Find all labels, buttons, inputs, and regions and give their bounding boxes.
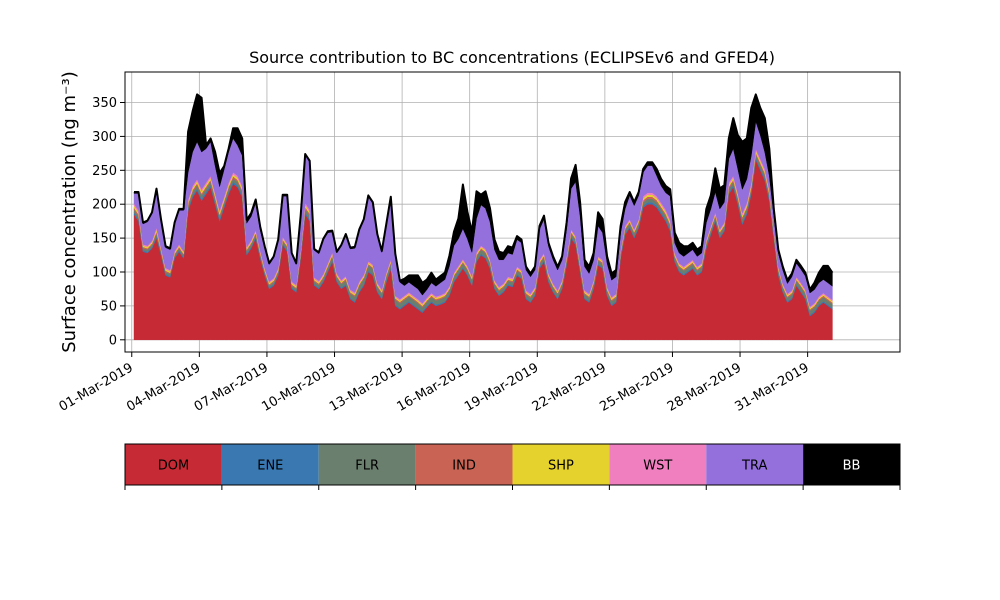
y-tick-label: 100: [92, 266, 117, 281]
y-tick-label: 300: [92, 130, 117, 145]
colorbar-legend: DOM ENE FLR IND SHP WST TRA BB: [124, 443, 901, 490]
x-tick-label: 19-Mar-2019: [462, 360, 541, 414]
legend-swatch-tra: [706, 444, 804, 485]
x-tick-label: 04-Mar-2019: [124, 360, 203, 414]
y-tick-label: 350: [92, 96, 117, 111]
legend-label-ind: IND: [452, 459, 476, 474]
y-axis-ticks: 0 50 100 150 200 250 300 350: [92, 96, 125, 348]
x-tick-label: 10-Mar-2019: [259, 360, 338, 414]
legend-swatch-wst: [609, 444, 707, 485]
legend-label-shp: SHP: [548, 459, 574, 474]
x-tick-label: 22-Mar-2019: [530, 360, 609, 414]
y-tick-label: 0: [109, 333, 117, 348]
y-tick-label: 50: [100, 299, 117, 314]
stacked-areas: [133, 93, 833, 341]
x-tick-label: 01-Mar-2019: [57, 360, 136, 414]
legend-swatch-shp: [512, 444, 610, 485]
x-tick-label: 16-Mar-2019: [395, 360, 474, 414]
legend-swatch-dom: [125, 444, 222, 485]
x-tick-label: 28-Mar-2019: [665, 360, 744, 414]
legend-swatch-ind: [415, 444, 513, 485]
x-axis-ticks: 01-Mar-201904-Mar-201907-Mar-201910-Mar-…: [57, 352, 812, 415]
legend-label-ene: ENE: [257, 459, 283, 474]
total-line: [134, 93, 834, 291]
legend-label-dom: DOM: [158, 459, 189, 474]
x-tick-label: 25-Mar-2019: [597, 360, 676, 414]
legend-label-flr: FLR: [355, 459, 379, 474]
legend-swatch-bb: [803, 444, 900, 485]
total-outline: [134, 93, 834, 291]
plot-frame: [124, 71, 901, 353]
y-tick-label: 150: [92, 232, 117, 247]
y-tick-label: 250: [92, 164, 117, 179]
y-tick-label: 200: [92, 198, 117, 213]
y-axis-label: Surface concentration (ng m⁻³): [59, 71, 80, 353]
legend-label-bb: BB: [843, 459, 861, 474]
legend-label-tra: TRA: [741, 459, 767, 474]
chart-title: Source contribution to BC concentrations…: [249, 48, 775, 67]
legend-label-wst: WST: [643, 459, 672, 474]
x-tick-label: 31-Mar-2019: [732, 360, 811, 414]
x-tick-label: 07-Mar-2019: [192, 360, 271, 414]
legend-swatch-ene: [221, 444, 319, 485]
legend-swatch-flr: [318, 444, 416, 485]
x-tick-label: 13-Mar-2019: [327, 360, 406, 414]
